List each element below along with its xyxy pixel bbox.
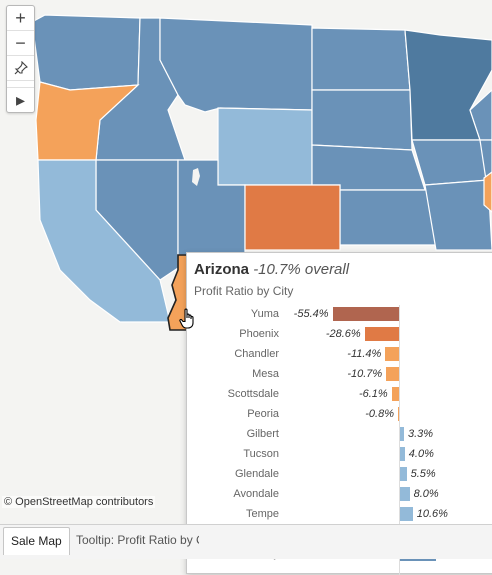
profit-ratio-label: -6.1% (358, 388, 388, 400)
city-row[interactable]: Scottsdale -6.1% (187, 385, 492, 405)
city-row[interactable]: Tempe 10.6% (187, 505, 492, 525)
city-row[interactable]: Glendale 5.5% (187, 465, 492, 485)
profit-ratio-bar (332, 307, 399, 321)
controls-separator (7, 81, 34, 88)
state-illinois[interactable] (479, 139, 492, 181)
state-indiana[interactable] (483, 171, 492, 213)
state-kansas[interactable] (339, 189, 437, 246)
profit-ratio-bar (385, 347, 399, 361)
state-oregon[interactable] (35, 81, 140, 161)
city-name: Mesa (252, 368, 279, 380)
city-name: Gilbert (246, 428, 279, 440)
city-name: Scottsdale (227, 388, 279, 400)
city-name: Chandler (234, 348, 279, 360)
state-nebraska[interactable] (311, 144, 426, 191)
city-row[interactable]: Chandler -11.4% (187, 345, 492, 365)
city-row[interactable]: Tucson 4.0% (187, 445, 492, 465)
tab-sale-map[interactable]: Sale Map (3, 527, 70, 555)
city-row[interactable]: Yuma -55.4% (187, 305, 492, 325)
sheet-tab-bar: Sale Map Tooltip: Profit Ratio by City (0, 524, 492, 559)
tooltip-overall-value: -10.7% overall (253, 261, 350, 278)
city-row[interactable]: Peoria -0.8% (187, 405, 492, 425)
state-wyoming[interactable] (217, 107, 313, 186)
pin-map-button[interactable] (7, 56, 34, 81)
city-row[interactable]: Avondale 8.0% (187, 485, 492, 505)
profit-ratio-label: 10.6% (416, 508, 448, 520)
toolbar-expand-button[interactable]: ▸ (7, 88, 34, 112)
city-name: Peoria (247, 408, 279, 420)
profit-ratio-label: -0.8% (365, 408, 394, 420)
profit-ratio-label: 8.0% (413, 488, 439, 500)
city-name: Yuma (250, 308, 279, 320)
zero-baseline (399, 305, 400, 575)
tooltip-subtitle: Profit Ratio by City (194, 284, 294, 298)
minus-icon: − (15, 32, 26, 53)
state-montana[interactable] (159, 17, 313, 113)
profit-ratio-bar (400, 467, 407, 481)
tab-tooltip-profit-ratio[interactable]: Tooltip: Profit Ratio by City (76, 533, 199, 547)
profit-ratio-label: 5.5% (410, 468, 436, 480)
profit-ratio-bar (386, 367, 399, 381)
city-row[interactable]: Gilbert 3.3% (187, 425, 492, 445)
state-colorado[interactable] (244, 184, 341, 251)
city-name: Tempe (245, 508, 279, 520)
city-row[interactable]: Phoenix -28.6% (187, 325, 492, 345)
profit-ratio-label: -11.4% (347, 348, 382, 360)
map-controls: + − ▸ (6, 5, 35, 113)
plus-icon: + (15, 7, 26, 28)
hand-cursor-icon (179, 308, 194, 329)
profit-ratio-bar (391, 387, 399, 401)
profit-ratio-bar (364, 327, 399, 341)
map-attribution: © OpenStreetMap contributors (2, 496, 156, 508)
tooltip-state-name: Arizona (194, 261, 250, 278)
zoom-out-button[interactable]: − (7, 31, 34, 56)
profit-ratio-label: -10.7% (347, 368, 383, 380)
profit-ratio-label: -55.4% (293, 308, 329, 320)
profit-ratio-bar (400, 487, 410, 501)
city-name: Glendale (234, 468, 279, 480)
state-wisconsin[interactable] (469, 89, 492, 141)
profit-ratio-label: -28.6% (325, 328, 361, 340)
profit-ratio-bar (400, 447, 405, 461)
great-salt-lake (192, 168, 200, 186)
state-missouri[interactable] (424, 179, 492, 251)
state-california[interactable] (37, 159, 171, 323)
profit-ratio-bar (400, 427, 404, 441)
pushpin-icon (14, 61, 28, 75)
profit-ratio-label: 4.0% (408, 448, 434, 460)
zoom-in-button[interactable]: + (7, 6, 34, 31)
state-washington[interactable] (31, 14, 141, 91)
profit-ratio-bar (398, 407, 399, 421)
city-name: Phoenix (239, 328, 279, 340)
city-row[interactable]: Mesa -10.7% (187, 365, 492, 385)
city-name: Avondale (233, 488, 279, 500)
state-south-dakota[interactable] (311, 89, 413, 151)
city-name: Tucson (243, 448, 279, 460)
profit-ratio-label: 3.3% (407, 428, 434, 440)
tooltip-title: Arizona -10.7% overall (194, 261, 349, 278)
state-north-dakota[interactable] (311, 27, 411, 91)
state-iowa[interactable] (411, 139, 489, 186)
profit-ratio-bar (400, 507, 413, 521)
play-triangle-icon: ▸ (15, 89, 26, 110)
